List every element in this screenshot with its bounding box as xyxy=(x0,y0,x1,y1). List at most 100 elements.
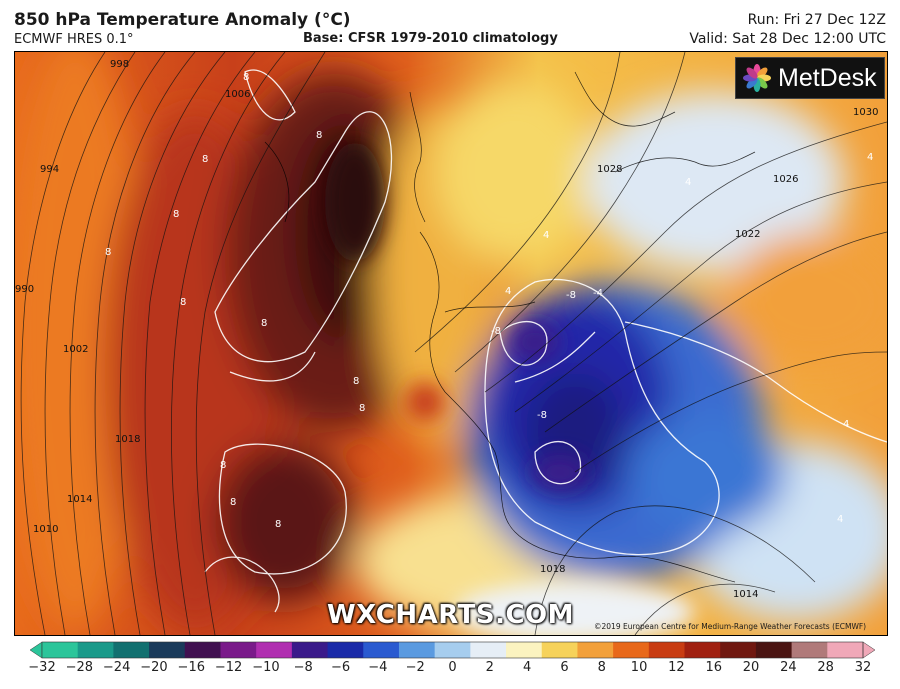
contour-labels: 998 1006 994 990 1002 1018 1014 1010 103… xyxy=(15,59,878,600)
colorbar-cell xyxy=(827,642,864,658)
anomaly-label: 8 xyxy=(180,297,186,308)
map-canvas: 998 1006 994 990 1002 1018 1014 1010 103… xyxy=(15,52,887,635)
colorbar-cell xyxy=(291,642,329,658)
anomaly-label: 8 xyxy=(105,247,111,258)
isobar-label: 1018 xyxy=(115,434,140,445)
colorbar-cell xyxy=(791,642,828,658)
colorbar-min-arrow xyxy=(30,641,43,659)
anomaly-label: -8 xyxy=(491,326,501,337)
colorbar-tick-label: 8 xyxy=(597,660,606,675)
colorbar-cell xyxy=(149,642,186,658)
anomaly-label: 4 xyxy=(505,286,511,297)
anomaly-label: -8 xyxy=(537,410,547,421)
colorbar-tick-label: −12 xyxy=(214,660,243,675)
colorbar-cell xyxy=(755,642,793,658)
anomaly-label: 8 xyxy=(220,460,226,471)
climatology-base-label: Base: CFSR 1979-2010 climatology xyxy=(303,31,558,46)
colorbar-cell xyxy=(42,642,79,658)
colorbar-tick-label: 20 xyxy=(742,660,760,675)
colorbar-tick-label: 12 xyxy=(668,660,685,675)
colorbar-cell xyxy=(613,642,650,658)
anomaly-label: 4 xyxy=(543,230,549,241)
isobar-label: 1026 xyxy=(773,174,798,185)
colorbar-cell xyxy=(113,642,150,658)
colorbar-cell xyxy=(720,642,757,658)
colorbar-tick-label: −28 xyxy=(65,660,94,675)
anomaly-label: 8 xyxy=(173,209,179,220)
anomaly-contours xyxy=(204,69,887,613)
colorbar-cell xyxy=(77,642,114,658)
colorbar xyxy=(30,641,875,659)
colorbar-max-arrow xyxy=(862,641,875,659)
colorbar-cell xyxy=(470,642,507,658)
colorbar-tick-label: 4 xyxy=(522,660,532,675)
colorbar-tick-label: 32 xyxy=(854,660,872,675)
anomaly-label: 8 xyxy=(261,318,267,329)
isobar-label: 1002 xyxy=(63,344,88,355)
metdesk-logo: MetDesk xyxy=(735,57,885,99)
colorbar-border xyxy=(41,641,864,659)
colorbar-cell xyxy=(327,642,364,658)
colorbar-tick-label: −16 xyxy=(177,660,205,675)
colorbar-tick-label: −10 xyxy=(252,660,280,675)
colorbar-cell xyxy=(220,642,257,658)
metdesk-pinwheel-icon xyxy=(743,64,771,92)
isobar-label: 1028 xyxy=(597,164,622,175)
colorbar-tick-label: 6 xyxy=(560,660,569,675)
colorbar-tick-label: −20 xyxy=(140,660,168,675)
anomaly-label: 4 xyxy=(837,514,843,525)
isobar-label: 998 xyxy=(110,59,129,70)
colorbar-tick-label: −32 xyxy=(28,660,56,675)
run-time-label: Run: Fri 27 Dec 12Z xyxy=(747,12,886,28)
anomaly-label: 8 xyxy=(316,130,322,141)
ecmwf-credit: ©2019 European Centre for Medium-Range W… xyxy=(594,622,867,631)
colorbar-tick-label: 28 xyxy=(817,660,834,675)
isobar-label: 1006 xyxy=(225,89,250,100)
colorbar-cell xyxy=(577,642,614,658)
colorbar-tick-label: −24 xyxy=(102,660,131,675)
valid-time-label: Valid: Sat 28 Dec 12:00 UTC xyxy=(689,31,886,47)
model-label: ECMWF HRES 0.1° xyxy=(14,32,134,47)
anomaly-label: 8 xyxy=(243,72,249,83)
wxcharts-watermark: WXCHARTS.COM xyxy=(327,600,575,630)
anomaly-label: 4 xyxy=(685,177,691,188)
anomaly-detail xyxy=(325,142,695,635)
colorbar-cell xyxy=(648,642,686,658)
isobars xyxy=(20,52,887,635)
colorbar-tick-label: 24 xyxy=(780,660,797,675)
colorbar-cell xyxy=(684,642,721,658)
isobar-label: 990 xyxy=(15,284,34,295)
anomaly-label: 8 xyxy=(359,403,365,414)
anomaly-label: -4 xyxy=(593,288,603,299)
map-title: 850 hPa Temperature Anomaly (°C) xyxy=(14,10,351,30)
anomaly-label: -8 xyxy=(566,290,576,301)
colorbar-cell xyxy=(398,642,436,658)
colorbar-tick-label: −6 xyxy=(330,660,351,675)
colorbar-cell xyxy=(256,642,293,658)
isobar-label: 994 xyxy=(40,164,59,175)
metdesk-logo-text: MetDesk xyxy=(778,63,877,92)
anomaly-map[interactable]: 998 1006 994 990 1002 1018 1014 1010 103… xyxy=(14,51,888,636)
colorbar-tick-label: 10 xyxy=(630,660,648,675)
colorbar-cell xyxy=(434,642,471,658)
colorbar-tick-label: 2 xyxy=(485,660,494,675)
anomaly-label: 8 xyxy=(202,154,208,165)
coastlines xyxy=(264,71,756,583)
isobar-label: 1018 xyxy=(540,564,565,575)
anomaly-label: 4 xyxy=(867,152,873,163)
isobar-label: 1030 xyxy=(853,107,878,118)
colorbar-cell xyxy=(541,642,578,658)
isobar-label: 1014 xyxy=(67,494,92,505)
anomaly-label: 4 xyxy=(843,419,849,430)
anomaly-label: 8 xyxy=(230,497,236,508)
colorbar-tick-label: −4 xyxy=(368,660,388,675)
isobar-label: 1010 xyxy=(33,524,58,535)
isobar-label: 1014 xyxy=(733,589,758,600)
colorbar-cell xyxy=(506,642,543,658)
colorbar-cell xyxy=(363,642,400,658)
colorbar-tick-label: −2 xyxy=(405,660,425,675)
colorbar-tick-label: −8 xyxy=(293,660,313,675)
colorbar-tick-label: 0 xyxy=(448,660,457,675)
anomaly-label: 8 xyxy=(275,519,281,530)
anomaly-label: 8 xyxy=(353,376,359,387)
